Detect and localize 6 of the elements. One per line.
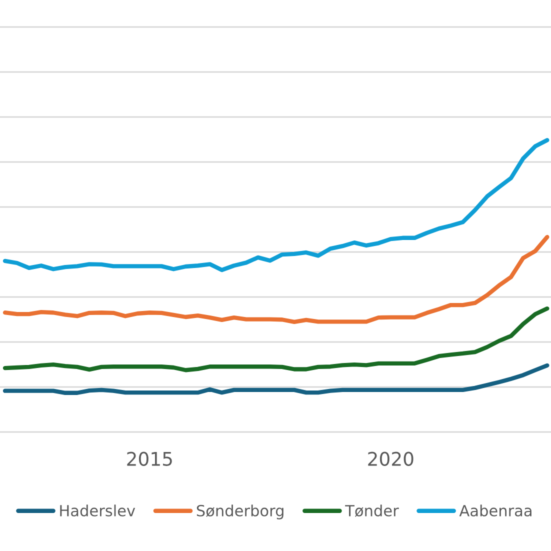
legend-label: Sønderborg (196, 504, 284, 520)
x-tick-label: 2015 (127, 452, 172, 466)
x-tick-label: 2020 (368, 452, 414, 466)
legend-label: Aabenraa (459, 504, 532, 516)
legend-label: Haderslev (60, 504, 136, 516)
legend-label: Tønder (345, 504, 399, 517)
